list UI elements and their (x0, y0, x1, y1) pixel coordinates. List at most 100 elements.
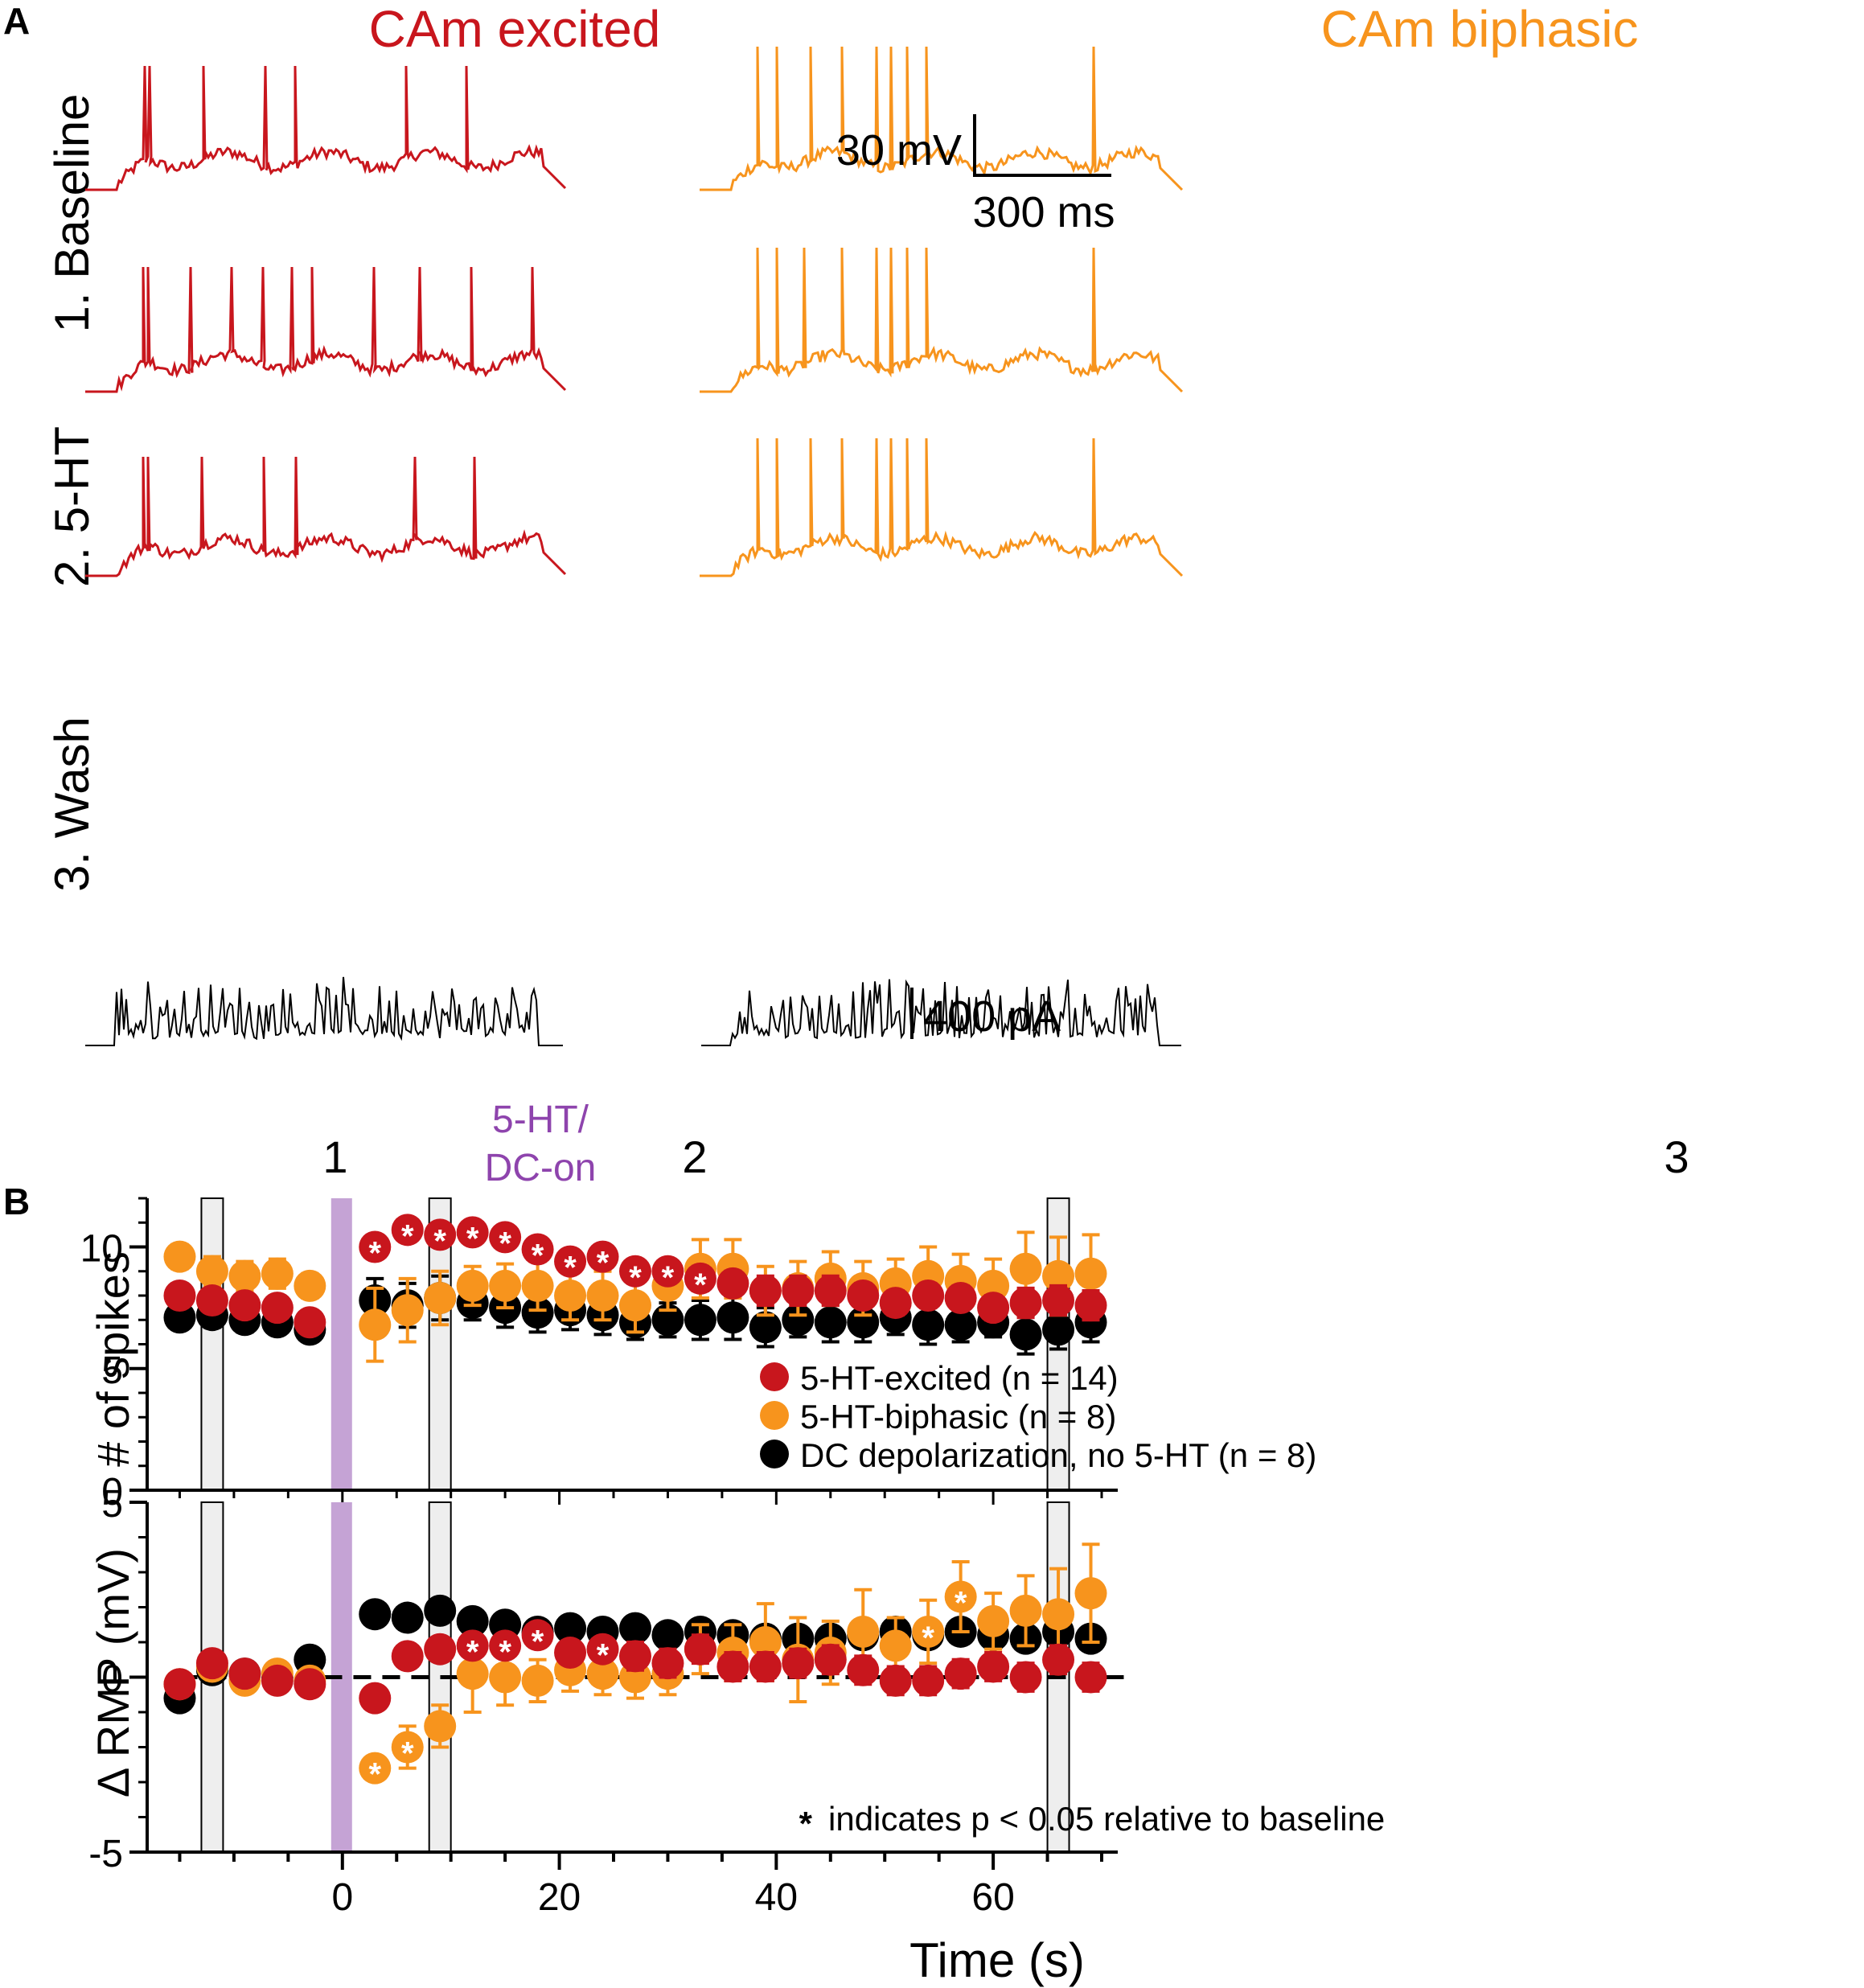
data-point-5htexcited (391, 1640, 424, 1673)
data-point-5htexcited (1074, 1661, 1107, 1694)
legend-label-biphasic: 5-HT-biphasic (n = 8) (800, 1398, 1116, 1436)
significance-star: * (564, 1251, 577, 1286)
data-point-dc (944, 1308, 977, 1341)
data-point-5htexcited (879, 1664, 912, 1697)
data-point-5htexcited (1042, 1284, 1075, 1317)
data-point-dc (391, 1601, 424, 1634)
data-point-5htbiphasic (1009, 1252, 1042, 1285)
rmp-chart: -5 0 5 * * * * * * * * 0 20 40 60 (88, 1483, 1134, 1919)
data-point-5htexcited (261, 1292, 294, 1325)
significance-star: * (955, 1585, 967, 1620)
time-scale-label: 300 ms (972, 188, 1115, 236)
data-point-5htexcited (912, 1279, 945, 1312)
drug-label-line1: 5-HT/ (492, 1099, 589, 1141)
data-point-5htexcited (359, 1682, 392, 1715)
significance-star: * (401, 1218, 414, 1254)
data-point-5htbiphasic (489, 1661, 522, 1694)
x-tick-label: 60 (971, 1876, 1014, 1919)
data-point-5htbiphasic (294, 1269, 326, 1302)
data-point-dc (456, 1604, 489, 1637)
spikes-chart: 0 5 10 * * * * * * * * * * * (80, 1197, 1118, 1514)
data-point-5htexcited (424, 1218, 457, 1251)
data-point-5htexcited (228, 1289, 261, 1322)
data-point-5htexcited (521, 1233, 554, 1266)
current-scale-bar: 400 pA (910, 988, 1061, 1041)
voltage-traces (85, 46, 1184, 1046)
data-point-5htbiphasic (489, 1269, 522, 1302)
drug-label-line2: DC-on (485, 1147, 597, 1189)
significance-star: * (368, 1236, 381, 1271)
y-tick-label: 5 (101, 1483, 123, 1526)
y-tick-label: 10 (80, 1228, 123, 1271)
time-window-1-spikes (200, 1197, 224, 1491)
significance-star: * (532, 1624, 544, 1659)
data-point-dc (684, 1304, 716, 1337)
data-point-5htexcited (944, 1657, 977, 1690)
data-point-5htexcited (782, 1274, 815, 1307)
data-point-5htexcited (163, 1279, 196, 1312)
data-point-5htbiphasic (1074, 1257, 1107, 1290)
column-title-biphasic: CAm biphasic (1321, 0, 1639, 58)
significance-star: * (922, 1620, 934, 1656)
data-point-5htexcited (618, 1640, 651, 1673)
data-point-5htexcited (782, 1647, 815, 1680)
legend-label-excited: 5-HT-excited (n = 14) (800, 1359, 1119, 1397)
trace-excited-row-2 (85, 266, 567, 393)
data-point-5htexcited (814, 1274, 847, 1307)
data-point-5htbiphasic (1009, 1594, 1042, 1627)
significance-star: * (597, 1638, 610, 1674)
data-point-5htbiphasic (456, 1269, 489, 1302)
current-trace-right (701, 979, 1181, 1046)
significance-star: * (499, 1634, 511, 1670)
data-point-5htexcited (228, 1657, 261, 1690)
data-point-dc (782, 1304, 815, 1337)
drug-onset-bar-spikes (331, 1198, 352, 1490)
data-point-5htexcited (977, 1650, 1010, 1683)
data-point-5htbiphasic (195, 1255, 228, 1288)
data-point-dc (814, 1306, 847, 1339)
significance-star: * (466, 1634, 479, 1670)
significance-star: * (694, 1267, 707, 1303)
data-point-5htbiphasic (521, 1664, 554, 1697)
current-scale-label: 400 pA (923, 992, 1061, 1041)
data-point-dc (1009, 1318, 1042, 1351)
significance-star: * (597, 1246, 610, 1281)
data-point-5htbiphasic (424, 1710, 457, 1743)
window-label-2: 2 (682, 1132, 707, 1182)
data-point-5htbiphasic (1042, 1598, 1075, 1631)
legend-label-dc: DC depolarization, no 5-HT (n = 8) (800, 1436, 1316, 1474)
data-point-5htexcited (944, 1282, 977, 1315)
data-point-5htexcited (1074, 1289, 1107, 1322)
legend-marker-excited (760, 1362, 789, 1391)
data-point-dc (359, 1598, 392, 1631)
data-point-5htbiphasic (749, 1626, 782, 1658)
data-point-5htexcited (456, 1629, 489, 1662)
data-point-5htbiphasic (391, 1294, 424, 1327)
data-point-5htexcited (359, 1230, 392, 1263)
data-point-5htbiphasic (456, 1657, 489, 1690)
row-label-baseline: 1. Baseline (45, 94, 99, 333)
data-point-5htbiphasic (391, 1731, 424, 1764)
data-point-5htexcited (618, 1255, 651, 1288)
voltage-scale-label: 30 mV (836, 126, 962, 175)
data-point-dc (1042, 1313, 1075, 1346)
data-point-5htexcited (195, 1647, 228, 1680)
x-tick-label: 40 (755, 1876, 798, 1919)
data-point-5htexcited (651, 1647, 684, 1680)
data-point-5htexcited (391, 1214, 424, 1247)
data-point-5htbiphasic (618, 1289, 651, 1322)
row-label-wash: 3. Wash (45, 717, 99, 892)
data-point-dc (618, 1612, 651, 1645)
data-point-5htbiphasic (554, 1279, 587, 1312)
data-point-5htexcited (847, 1279, 880, 1312)
significance-note-star: * (799, 1805, 813, 1842)
data-point-5htbiphasic (977, 1604, 1010, 1637)
data-point-5htexcited (554, 1637, 587, 1670)
trace-biphasic-row-3 (700, 437, 1184, 577)
data-point-dc (716, 1301, 749, 1334)
legend-marker-biphasic (760, 1401, 789, 1430)
data-point-5htbiphasic (228, 1259, 261, 1292)
data-point-dc (651, 1304, 684, 1337)
data-point-5htexcited (424, 1633, 457, 1666)
legend-marker-dc (760, 1440, 789, 1468)
